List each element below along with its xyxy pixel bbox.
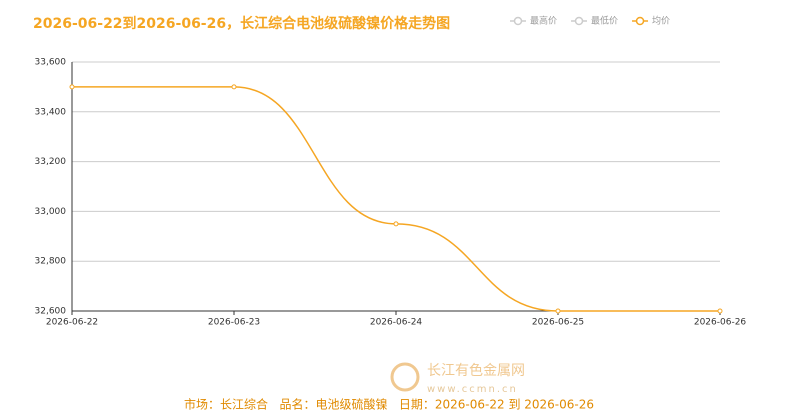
point [231,84,237,90]
legend-marker [513,16,523,26]
legend-label: 均价 [652,15,670,27]
y-tick-label: 33,400 [35,107,67,117]
watermark: 长江有色金属网 [427,362,525,379]
y-tick-label: 33,600 [35,58,67,68]
chart-title: 2026-06-22到2026-06-26，长江综合电池级硫酸镍价格走势图 [33,15,450,32]
x-tick-label: 2026-06-23 [208,318,260,328]
x-tick-label: 2026-06-22 [46,318,98,328]
watermark-url: www.ccmn.cn [427,384,518,395]
x-tick-label: 2026-06-26 [694,318,747,328]
y-tick-label: 33,200 [35,157,67,167]
point [69,84,75,90]
footer: 市场：长江综合 品名：电池级硫酸镍 日期：2026-06-22 到 2026-0… [184,397,594,412]
legend-marker [635,16,645,26]
y-tick-label: 32,600 [35,307,67,317]
y-tick-label: 33,000 [35,207,67,217]
watermark-logo [390,362,420,392]
legend-marker [574,16,584,26]
y-tick-label: 32,800 [35,257,67,267]
legend-label: 最高价 [530,15,557,27]
point [555,308,561,314]
x-tick-label: 2026-06-24 [370,318,423,328]
point [393,221,399,227]
legend-label: 最低价 [591,15,618,27]
line [72,86,720,312]
point [717,308,723,314]
x-tick-label: 2026-06-25 [532,318,584,328]
